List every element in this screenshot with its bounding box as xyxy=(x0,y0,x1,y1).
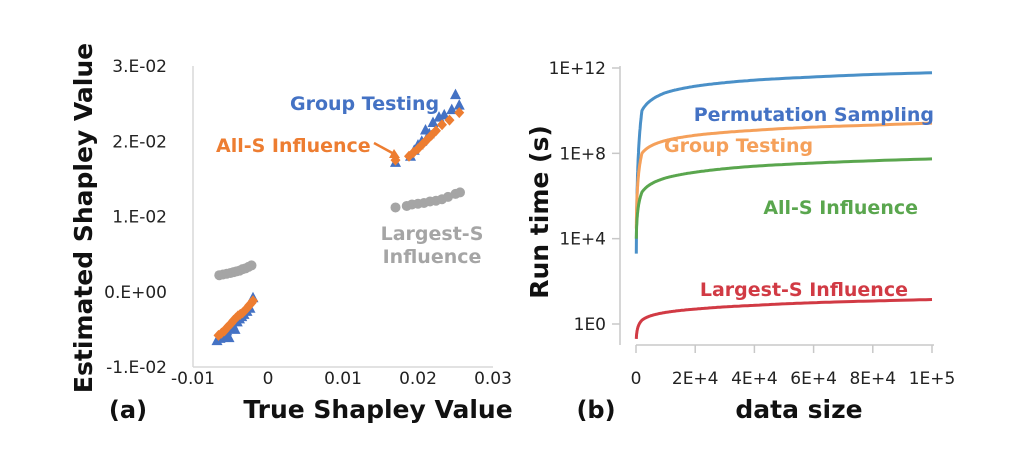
panel-b-y-axis-title: Run time (s) xyxy=(525,125,554,299)
panel-a-scatter: -1.E-02 0.E+00 1.E-02 2.E-02 3.E-02 -0.01 0 0.… xyxy=(69,43,513,424)
annotation-group-testing: Group Testing xyxy=(290,93,439,115)
scatter-point-circle xyxy=(455,187,465,198)
panel-b-y-tick-label: 1E+12 xyxy=(549,59,606,79)
annotation-largest-s: Largest-S xyxy=(381,223,484,245)
panel-a-x-tick-labels: -0.01 0 0.01 0.02 0.03 xyxy=(171,369,512,389)
scatter-point-diamond xyxy=(248,295,258,307)
scatter-point-circle xyxy=(443,191,453,202)
panel-a-x-tick-label: 0.02 xyxy=(399,369,437,389)
series-line xyxy=(634,157,933,239)
panel-b-x-tick-label: 1E+5 xyxy=(909,369,956,389)
panel-a-y-tick-label: -1.E-02 xyxy=(106,358,167,378)
panel-a-x-tick-label: 0 xyxy=(263,369,274,389)
label-permutation-sampling: Permutation Sampling xyxy=(694,104,934,126)
panel-b-line-chart: 1E0 1E+4 1E+8 1E+12 0 2E+4 4E+4 6E+4 8E+4 1E+5 R… xyxy=(525,59,955,424)
scatter-point-triangle xyxy=(446,103,458,115)
panel-a-x-tick-label: 0.03 xyxy=(474,369,512,389)
panel-a-data-points xyxy=(211,88,465,346)
panel-b-x-tick-label: 0 xyxy=(631,369,642,389)
label-all-s-influence: All-S Influence xyxy=(763,197,918,219)
panel-b-x-tick-label: 2E+4 xyxy=(672,369,719,389)
panel-b-y-tick-label: 1E0 xyxy=(574,315,606,335)
annotation-influence: Influence xyxy=(383,246,482,268)
panel-a-y-tick-label: 3.E-02 xyxy=(112,57,167,77)
panel-a-y-tick-label: 2.E-02 xyxy=(112,132,167,152)
scatter-point-triangle xyxy=(427,116,439,127)
annotation-all-s-influence: All-S Influence xyxy=(216,135,371,157)
panel-b-series-lines xyxy=(634,71,933,339)
panel-a-x-axis-title: True Shapley Value xyxy=(243,395,512,424)
panel-b-x-tick-label: 6E+4 xyxy=(790,369,837,389)
scatter-point-triangle xyxy=(453,99,465,110)
panel-a-y-tick-label: 1.E-02 xyxy=(112,208,167,228)
scatter-point-diamond xyxy=(437,119,447,131)
series-line xyxy=(634,121,933,229)
panel-a-label: (a) xyxy=(109,396,147,424)
series-line xyxy=(634,71,933,254)
scatter-point-diamond xyxy=(444,114,455,126)
scatter-point-triangle xyxy=(223,331,235,343)
panel-b-y-tick-label: 1E+8 xyxy=(559,144,606,164)
scatter-point-triangle xyxy=(438,108,450,120)
scatter-point-diamond xyxy=(454,107,465,119)
panel-a-y-axis-title: Estimated Shapley Value xyxy=(69,43,98,393)
panel-a-y-tick-label: 0.E+00 xyxy=(104,283,167,303)
scatter-point-diamond xyxy=(431,125,441,137)
panel-a-x-tick-label: 0.01 xyxy=(324,369,362,389)
series-line xyxy=(634,298,933,339)
panel-a-y-tick-labels: -1.E-02 0.E+00 1.E-02 2.E-02 3.E-02 xyxy=(104,57,167,378)
panel-b-y-tick-label: 1E+4 xyxy=(559,230,606,250)
scatter-point-triangle xyxy=(450,88,461,100)
scatter-point-circle xyxy=(246,260,257,271)
panel-b-x-ticks: 0 2E+4 4E+4 6E+4 8E+4 1E+5 xyxy=(631,345,956,389)
panel-a-x-tick-label: -0.01 xyxy=(171,369,215,389)
panel-b-x-axis-title: data size xyxy=(735,395,862,424)
label-group-testing: Group Testing xyxy=(664,135,813,157)
panel-b-y-ticks: 1E0 1E+4 1E+8 1E+12 xyxy=(549,59,620,335)
scatter-point-circle xyxy=(390,202,401,213)
annotation-arrowhead-icon xyxy=(389,149,400,158)
panel-b-label: (b) xyxy=(576,396,615,424)
panel-b-x-tick-label: 8E+4 xyxy=(849,369,896,389)
panel-b-x-tick-label: 4E+4 xyxy=(731,369,778,389)
scatter-point-triangle xyxy=(229,323,241,334)
label-largest-s-influence: Largest-S Influence xyxy=(700,279,908,301)
